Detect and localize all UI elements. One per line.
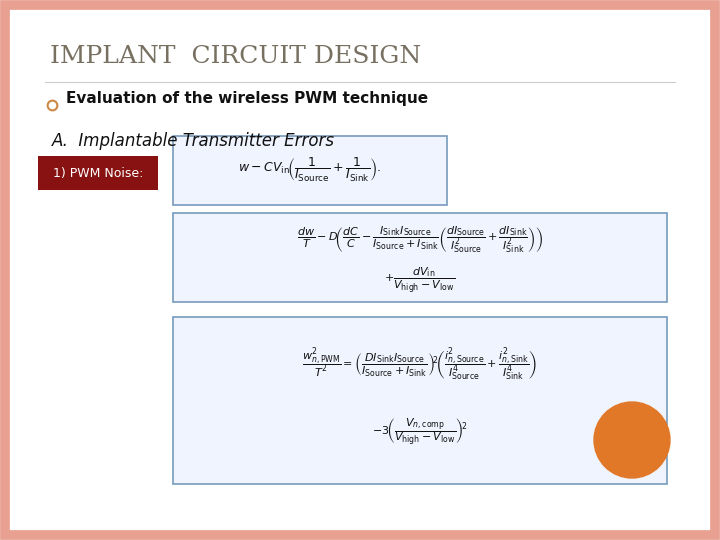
Text: 1) PWM Noise:: 1) PWM Noise: [53, 166, 143, 179]
Text: $\dfrac{dw}{T} - D\!\left(\dfrac{dC}{C} - \dfrac{I_{\rm Sink}I_{\rm Source}}{I_{: $\dfrac{dw}{T} - D\!\left(\dfrac{dC}{C} … [297, 225, 543, 255]
Circle shape [594, 402, 670, 478]
FancyBboxPatch shape [173, 317, 667, 484]
Text: $w - CV_{\rm in}\!\left(\dfrac{1}{I_{\rm Source}} + \dfrac{1}{I_{\rm Sink}}\righ: $w - CV_{\rm in}\!\left(\dfrac{1}{I_{\rm… [238, 156, 382, 184]
FancyBboxPatch shape [38, 156, 158, 190]
Text: IMPLANT  CIRCUIT DESIGN: IMPLANT CIRCUIT DESIGN [50, 45, 421, 68]
Text: A.  Implantable Transmitter Errors: A. Implantable Transmitter Errors [52, 132, 335, 150]
Text: Evaluation of the wireless PWM technique: Evaluation of the wireless PWM technique [66, 91, 428, 105]
Text: $\dfrac{w^2_{n,{\rm PWM}}}{T^2} = \left(\dfrac{DI_{\rm Sink}I_{\rm Source}}{I_{\: $\dfrac{w^2_{n,{\rm PWM}}}{T^2} = \left(… [302, 347, 538, 383]
FancyBboxPatch shape [173, 213, 667, 302]
Text: $+\dfrac{dV_{\rm in}}{V_{\rm high}-V_{\rm low}}$: $+\dfrac{dV_{\rm in}}{V_{\rm high}-V_{\r… [384, 265, 456, 295]
Text: $-3\!\left(\dfrac{V_{n,{\rm comp}}}{V_{\rm high}-V_{\rm low}}\right)^{\!2}$: $-3\!\left(\dfrac{V_{n,{\rm comp}}}{V_{\… [372, 416, 468, 448]
FancyBboxPatch shape [173, 136, 447, 205]
